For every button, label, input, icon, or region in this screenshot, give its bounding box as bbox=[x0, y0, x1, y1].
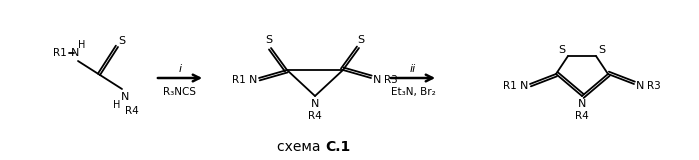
Text: N: N bbox=[636, 81, 644, 91]
Text: R1: R1 bbox=[503, 81, 517, 91]
Text: H: H bbox=[78, 40, 86, 50]
Text: N: N bbox=[71, 48, 79, 58]
Text: Et₃N, Br₂: Et₃N, Br₂ bbox=[391, 87, 435, 97]
Text: H: H bbox=[113, 100, 121, 110]
Text: i: i bbox=[178, 64, 182, 74]
Text: N: N bbox=[311, 99, 319, 109]
Text: S: S bbox=[357, 35, 365, 45]
Text: N: N bbox=[121, 92, 129, 102]
Text: S: S bbox=[598, 45, 605, 55]
Text: N: N bbox=[373, 75, 381, 85]
Text: R₃NCS: R₃NCS bbox=[164, 87, 196, 97]
Text: C.1: C.1 bbox=[325, 140, 350, 154]
Text: N: N bbox=[520, 81, 528, 91]
Text: N: N bbox=[249, 75, 257, 85]
Text: S: S bbox=[118, 36, 126, 46]
Text: ii: ii bbox=[410, 64, 416, 74]
Text: R4: R4 bbox=[125, 106, 139, 116]
Text: R4: R4 bbox=[575, 111, 589, 121]
Text: R3: R3 bbox=[647, 81, 661, 91]
Text: R4: R4 bbox=[308, 111, 322, 121]
Text: S: S bbox=[559, 45, 565, 55]
Text: R1: R1 bbox=[53, 48, 67, 58]
Text: схема: схема bbox=[277, 140, 325, 154]
Text: N: N bbox=[578, 99, 586, 109]
Text: R1: R1 bbox=[232, 75, 246, 85]
Text: S: S bbox=[266, 35, 273, 45]
Text: R3: R3 bbox=[384, 75, 398, 85]
